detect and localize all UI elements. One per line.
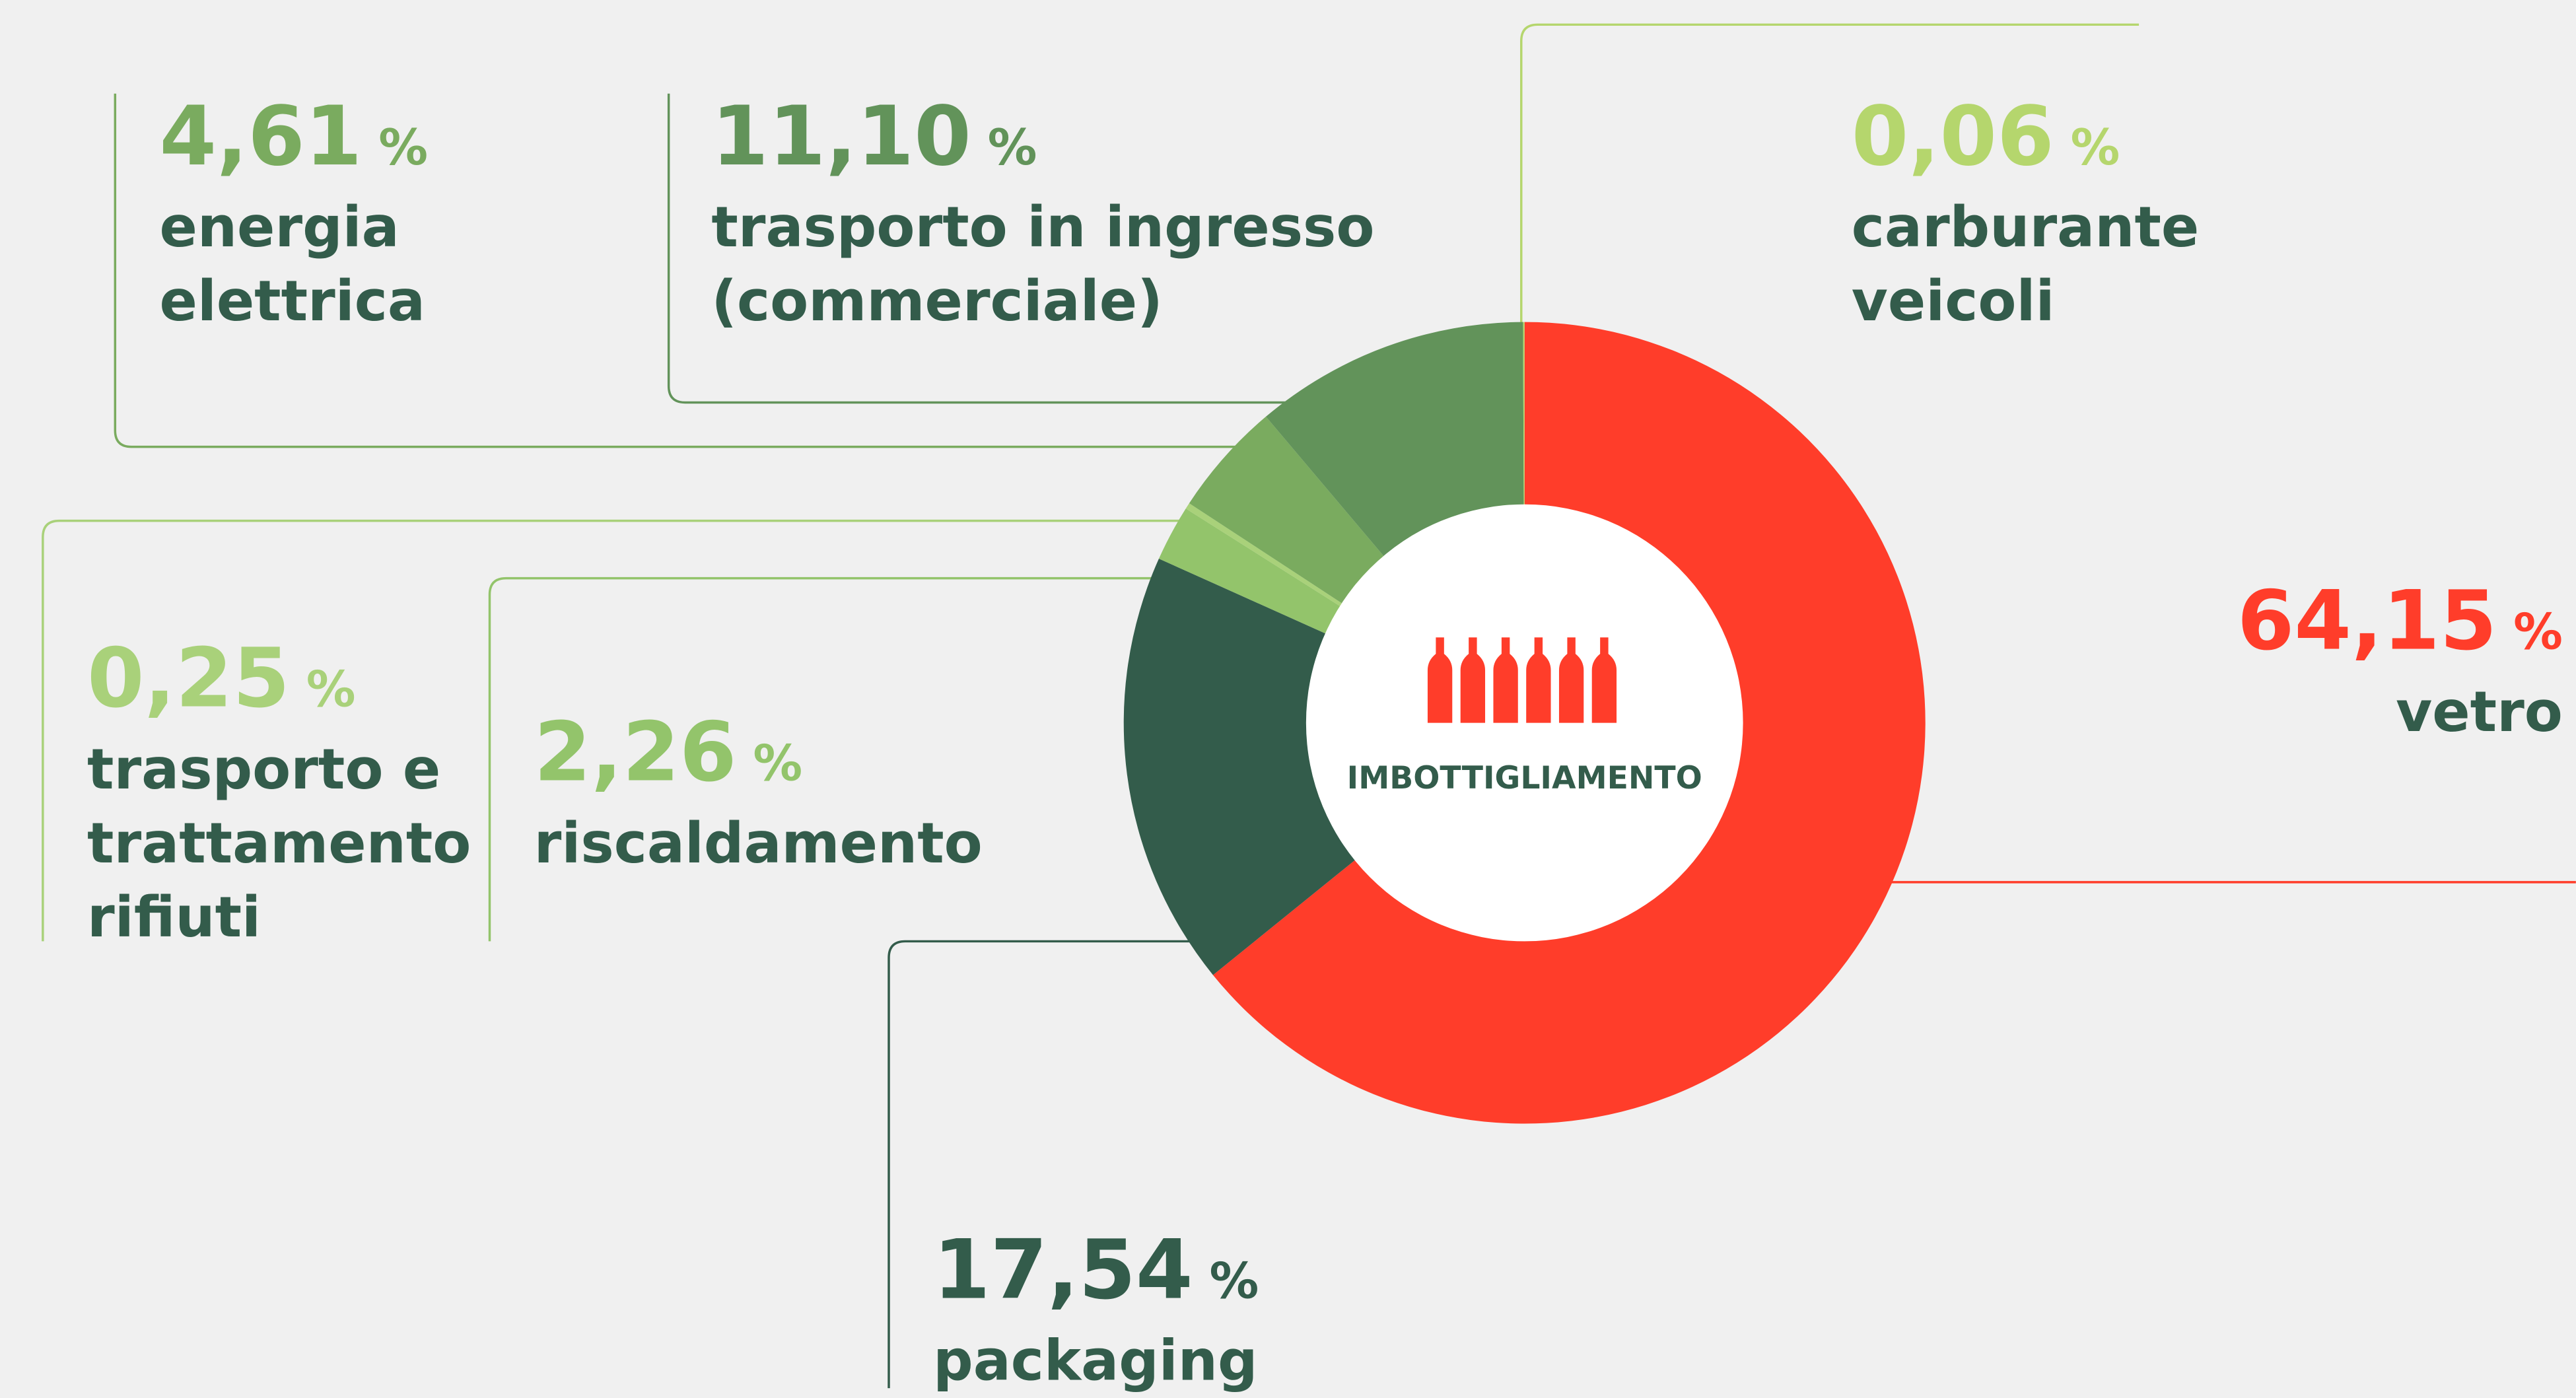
slice [1185,503,1360,618]
category-label: trasporto e trattamento rifiuti [87,736,471,950]
connector [114,93,1241,448]
connectors [42,23,2576,1389]
category-label: packaging [933,1328,1257,1393]
value-number: 4,61 [159,89,362,184]
value-unit: % [306,661,356,718]
connector [42,519,1187,942]
slice [1189,416,1398,615]
value-number: 2,26 [534,705,737,800]
value-number: 0,25 [87,631,290,726]
category-label: carburante veicoli [1852,194,2199,333]
value-label: 0,06% [1852,89,2120,184]
value-unit: % [2071,119,2120,176]
value-unit: % [378,119,428,176]
value-unit: % [1209,1252,1259,1310]
value-label: 11,10% [711,89,1037,184]
value-label: 4,61% [159,89,428,184]
slice [1123,559,1372,975]
connector [667,93,1290,404]
value-label: 2,26% [534,705,803,800]
slice [1523,322,1525,526]
value-number: 17,54 [933,1222,1193,1317]
slice [1158,508,1358,643]
category-label: trasporto in ingresso (commerciale) [711,194,1374,333]
value-unit: % [753,735,802,792]
value-number: 64,15 [2237,574,2497,669]
donut [1123,322,1926,1124]
category-label: vetro [2396,679,2563,744]
connector [1520,23,2140,329]
category-label: riscaldamento [534,810,983,876]
value-label: 0,25% [87,631,356,726]
value-label: 64,15% [2237,574,2563,669]
connector [888,940,1191,1389]
slice [1212,322,1926,1124]
value-unit: % [988,119,1037,176]
center-label: IMBOTTIGLIAMENTO [1347,760,1702,796]
value-label: 17,54% [933,1222,1259,1317]
value-unit: % [2513,604,2563,661]
connector [488,577,1160,942]
category-label: energia elettrica [159,194,425,333]
donut-hole [1305,504,1743,942]
slice [1266,322,1524,573]
value-number: 0,06 [1852,89,2054,184]
value-number: 11,10 [711,89,971,184]
bottles-icon [1427,637,1617,723]
